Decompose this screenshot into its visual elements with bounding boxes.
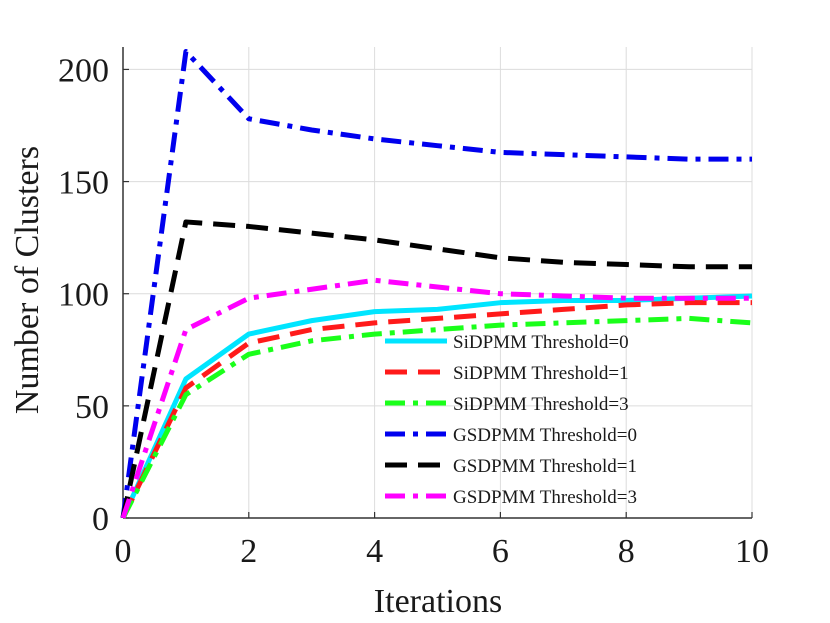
legend: SiDPMM Threshold=0 SiDPMM Threshold=1 SiDP… — [385, 332, 637, 508]
x-tick-label: 8 — [618, 533, 635, 570]
series-line-5 — [120, 219, 752, 519]
series-line-4 — [120, 48, 752, 519]
series-group — [120, 48, 753, 520]
axes — [122, 47, 753, 519]
legend-label: SiDPMM Threshold=1 — [453, 363, 629, 384]
x-tick-label: 6 — [492, 533, 509, 570]
grid — [122, 47, 753, 519]
y-tick-label: 50 — [75, 389, 109, 426]
legend-label: GSDPMM Threshold=3 — [453, 487, 637, 508]
series-line-6 — [120, 277, 752, 519]
x-axis-title: Iterations — [374, 583, 502, 620]
y-tick-label: 0 — [92, 501, 109, 538]
y-tick-label: 100 — [58, 277, 109, 314]
x-tick-label: 10 — [735, 533, 769, 570]
y-tick-label: 150 — [58, 165, 109, 202]
legend-label: GSDPMM Threshold=0 — [453, 425, 637, 446]
x-tick-label: 0 — [115, 533, 132, 570]
y-axis-title: Number of Clusters — [9, 146, 46, 414]
x-tick-label: 4 — [366, 533, 383, 570]
legend-label: SiDPMM Threshold=3 — [453, 394, 629, 415]
y-tick-label: 200 — [58, 52, 109, 89]
series-line-2 — [120, 300, 752, 520]
x-tick-label: 2 — [240, 533, 257, 570]
legend-label: GSDPMM Threshold=1 — [453, 456, 637, 477]
legend-label: SiDPMM Threshold=0 — [453, 332, 629, 353]
